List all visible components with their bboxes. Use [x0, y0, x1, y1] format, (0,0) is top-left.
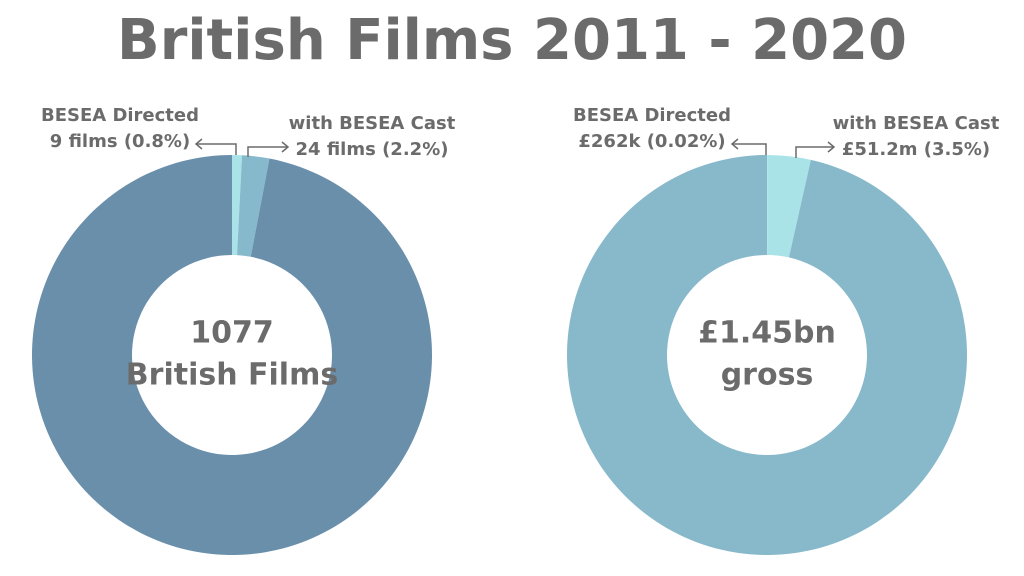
donut-segment: [232, 155, 243, 256]
callout-arrow: [247, 146, 288, 157]
arrow-head: [730, 138, 739, 150]
arrow-head: [281, 141, 290, 153]
center-label: gross: [721, 358, 814, 393]
donut-segment: [767, 155, 811, 258]
arrow-head: [194, 138, 203, 150]
center-label: £1.45bn: [698, 316, 836, 351]
segment-label: BESEA Directed: [41, 105, 199, 126]
segment-value-label: 24 films (2.2%): [296, 139, 449, 160]
callout-arrow: [732, 143, 767, 155]
segment-label: with BESEA Cast: [289, 113, 456, 134]
donut-segment: [566, 154, 967, 555]
center-label: British Films: [126, 358, 338, 393]
donut-segment: [237, 155, 270, 257]
segment-value-label: 9 films (0.8%): [50, 131, 190, 152]
segment-value-label: £262k (0.02%): [578, 131, 725, 152]
callout-arrow: [196, 143, 237, 155]
segment-label: BESEA Directed: [573, 105, 731, 126]
arrow-head: [827, 141, 836, 153]
chart-title: British Films 2011 - 2020: [117, 8, 907, 73]
center-label: 1077: [190, 316, 274, 351]
callout-arrow: [795, 146, 834, 158]
segment-label: with BESEA Cast: [833, 113, 1000, 134]
segment-value-label: £51.2m (3.5%): [842, 139, 990, 160]
donut-segment: [31, 155, 432, 556]
